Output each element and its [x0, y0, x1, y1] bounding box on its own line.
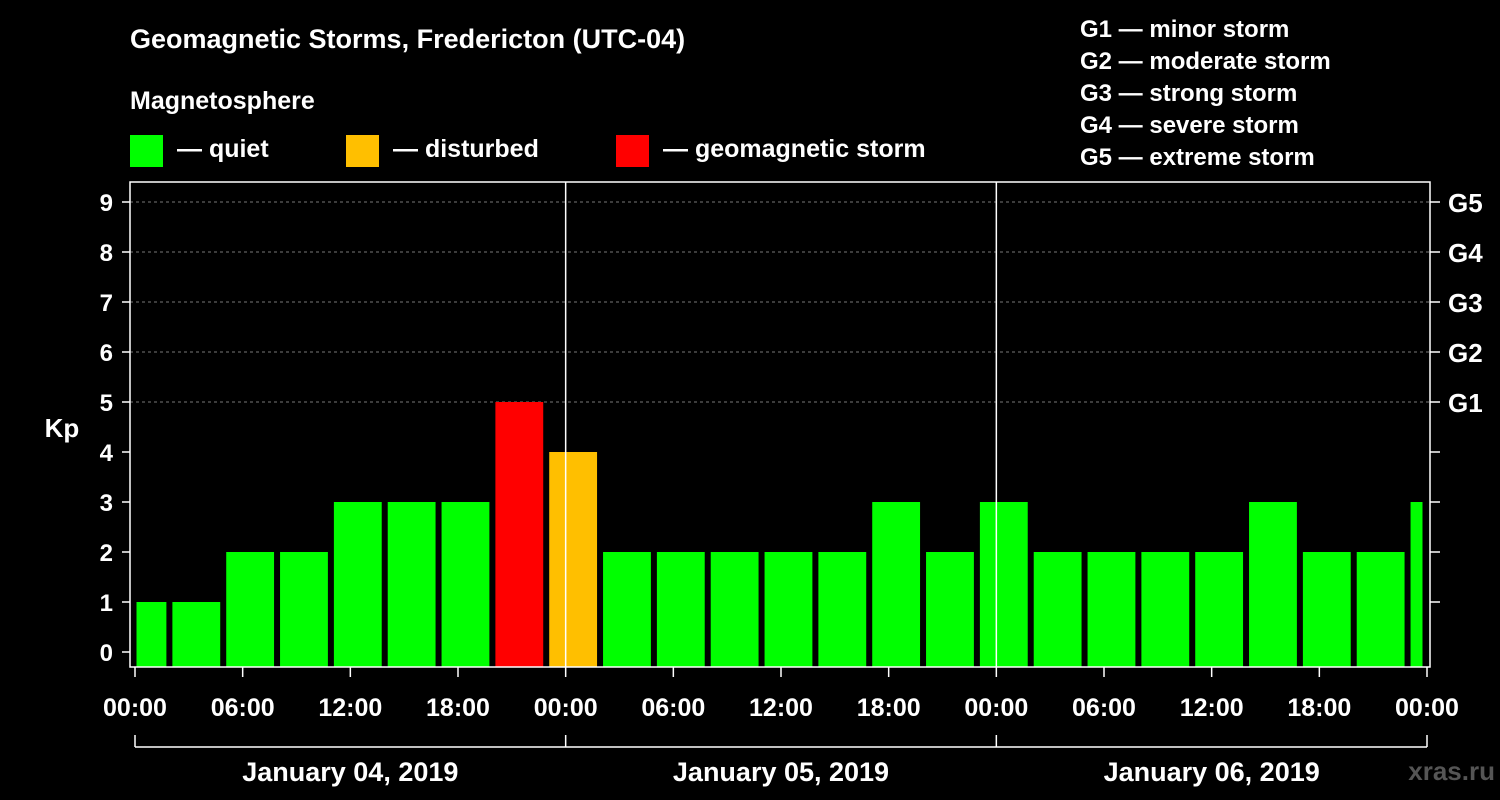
bar-23	[1356, 552, 1405, 667]
bar-15	[926, 552, 974, 667]
storm-scale-item-2: G3 — strong storm	[1080, 80, 1297, 107]
bar-17	[1033, 552, 1082, 667]
grid	[130, 201, 1430, 403]
x-tick-label-10: 12:00	[1180, 694, 1244, 722]
bar-4	[333, 502, 382, 667]
bar-1	[172, 602, 221, 667]
y-tick-label-8: 8	[100, 240, 113, 267]
bar-24	[1410, 502, 1423, 667]
storm-scale-list: G1 — minor storm G2 — moderate storm G3 — …	[1080, 16, 1331, 171]
x-tick-label-9: 06:00	[1072, 694, 1136, 722]
x-tick-label-12: 00:00	[1395, 694, 1459, 722]
x-tick-label-3: 18:00	[426, 694, 490, 722]
legend-title: Magnetosphere	[130, 87, 315, 115]
bar-13	[818, 552, 867, 667]
storm-scale-item-0: G1 — minor storm	[1080, 16, 1289, 43]
day-label-0: January 04, 2019	[242, 757, 458, 787]
bar-19	[1141, 552, 1190, 667]
x-tick-label-11: 18:00	[1287, 694, 1351, 722]
storm-scale-item-4: G5 — extreme storm	[1080, 144, 1315, 171]
y-tick-label-0: 0	[100, 640, 113, 667]
legend-swatch-2	[616, 135, 649, 167]
day-label-2: January 06, 2019	[1104, 757, 1320, 787]
bar-3	[280, 552, 328, 667]
g-tick-label-G1: G1	[1448, 388, 1483, 418]
bar-22	[1302, 552, 1351, 667]
plot-frame	[129, 181, 1431, 668]
y-tick-label-7: 7	[100, 290, 113, 317]
bar-18	[1087, 552, 1136, 667]
day-label-1: January 05, 2019	[673, 757, 889, 787]
legend-label-2: — geomagnetic storm	[663, 135, 926, 163]
g-scale-axis: G1 G2 G3 G4 G5	[1430, 188, 1483, 603]
y-axis-label: Kp	[45, 413, 80, 443]
x-tick-label-8: 00:00	[964, 694, 1028, 722]
x-tick-label-7: 18:00	[857, 694, 921, 722]
y-tick-label-4: 4	[100, 440, 114, 467]
legend-swatch-1	[346, 135, 379, 167]
x-tick-label-6: 12:00	[749, 694, 813, 722]
bar-6	[441, 502, 490, 667]
x-axis: 00:00 06:00 12:00 18:00 00:00 06:00 12:00 18:00…	[103, 667, 1459, 722]
g-tick-label-G4: G4	[1448, 238, 1483, 268]
y-tick-label-1: 1	[100, 590, 113, 617]
bar-7	[495, 402, 544, 667]
x-tick-label-2: 12:00	[318, 694, 382, 722]
y-tick-label-5: 5	[100, 390, 113, 417]
legend-swatch-0	[130, 135, 163, 167]
bar-8	[549, 452, 598, 667]
storm-scale-item-1: G2 — moderate storm	[1080, 48, 1331, 75]
bar-12	[764, 552, 813, 667]
g-tick-label-G5: G5	[1448, 188, 1483, 218]
y-axis: 0 1 2 3 4 5 6 7 8 9	[100, 190, 130, 667]
bar-5	[387, 502, 436, 667]
y-tick-label-3: 3	[100, 490, 113, 517]
x-tick-label-1: 06:00	[211, 694, 275, 722]
legend: — quiet — disturbed — geomagnetic storm	[130, 135, 926, 167]
legend-label-1: — disturbed	[393, 135, 539, 163]
bar-10	[656, 552, 705, 667]
x-tick-label-0: 00:00	[103, 694, 167, 722]
y-tick-label-9: 9	[100, 190, 113, 217]
day-axis: January 04, 2019 January 05, 2019 January …	[134, 735, 1428, 787]
bar-16	[979, 502, 1028, 667]
watermark: xras.ru	[1408, 756, 1495, 786]
y-tick-label-2: 2	[100, 540, 113, 567]
y-tick-label-6: 6	[100, 340, 113, 367]
bar-9	[603, 552, 651, 667]
bar-0	[136, 602, 167, 667]
bar-20	[1195, 552, 1244, 667]
bar-11	[710, 552, 759, 667]
day-dividers	[564, 182, 998, 667]
legend-label-0: — quiet	[177, 135, 269, 163]
x-tick-label-5: 06:00	[641, 694, 705, 722]
g-tick-label-G2: G2	[1448, 338, 1483, 368]
bar-2	[226, 552, 275, 667]
bar-14	[872, 502, 921, 667]
bars	[136, 402, 1423, 667]
storm-scale-item-3: G4 — severe storm	[1080, 112, 1299, 139]
x-tick-label-4: 00:00	[534, 694, 598, 722]
g-tick-label-G3: G3	[1448, 288, 1483, 318]
bar-21	[1249, 502, 1297, 667]
chart-title: Geomagnetic Storms, Fredericton (UTC-04)	[130, 24, 685, 54]
